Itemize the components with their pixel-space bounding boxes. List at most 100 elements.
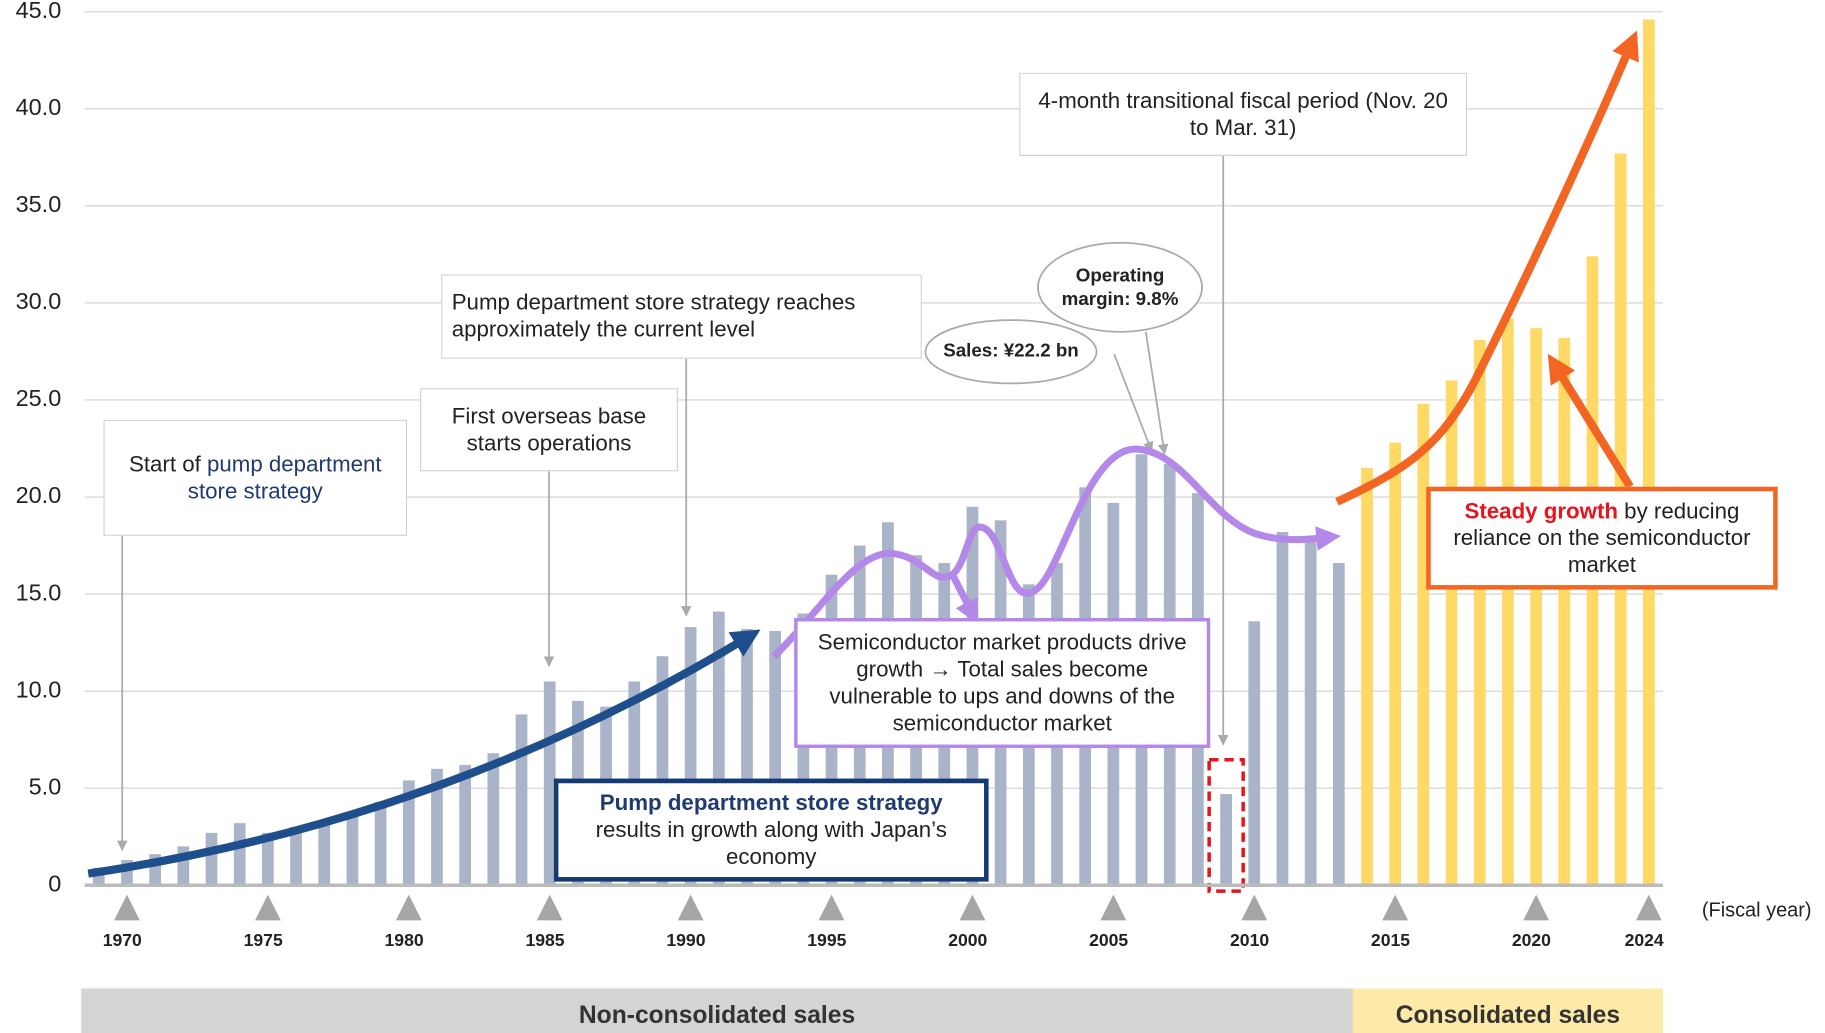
bar	[233, 823, 246, 886]
annotation-run: Pump department store strategy reaches a…	[451, 290, 862, 343]
bar	[1248, 621, 1261, 886]
annotation-box: Semiconductor market products drive grow…	[794, 617, 1211, 749]
x-tick-marker	[114, 894, 140, 921]
bar	[712, 611, 725, 886]
annotation-run: Start of	[128, 452, 207, 477]
y-tick-label: 25.0	[16, 385, 62, 411]
bar	[1361, 467, 1373, 886]
annotation: Operating margin: 9.8%	[1038, 260, 1202, 316]
annotation-box: Start of pump department store strategy	[103, 419, 408, 536]
annotation-text: 4-month transitional fiscal period (Nov.…	[1030, 87, 1457, 141]
bar	[177, 846, 190, 886]
bar	[1276, 531, 1289, 886]
x-tick-label: 2010	[1230, 930, 1269, 950]
y-tick-label: 0	[48, 870, 61, 896]
bar	[1417, 403, 1430, 886]
annotation-run: Semiconductor market products drive grow…	[817, 630, 1193, 736]
bar	[121, 860, 133, 886]
bar	[769, 630, 782, 886]
annotation-box: Operating margin: 9.8%	[1038, 260, 1202, 316]
annotation: First overseas base starts operations	[420, 388, 678, 472]
bar	[1502, 318, 1514, 886]
annotation-text: Sales: ¥22.2 bn	[943, 340, 1079, 363]
bar	[346, 815, 359, 886]
annotation-text: Operating margin: 9.8%	[1043, 265, 1198, 312]
bar	[205, 832, 218, 886]
annotation: Semiconductor market products drive grow…	[794, 617, 1211, 749]
annotation-box: Sales: ¥22.2 bn	[925, 331, 1096, 373]
annotation: 4-month transitional fiscal period (Nov.…	[1019, 72, 1468, 156]
annotation-run: by reducing reliance on the semiconducto…	[1453, 498, 1757, 578]
bar	[1558, 337, 1571, 886]
x-tick-marker	[254, 894, 281, 921]
annotation-text: Start of pump department store strategy	[114, 451, 397, 505]
bar	[656, 656, 669, 886]
bar	[684, 627, 697, 886]
annotation-box: Steady growth by reducing reliance on th…	[1426, 486, 1778, 590]
annotation: Pump department store strategy results i…	[553, 778, 989, 882]
x-tick-label: 1990	[666, 930, 705, 950]
annotation-run: First overseas base starts operations	[451, 403, 653, 456]
highlight-box	[1207, 758, 1245, 893]
x-tick-marker	[677, 894, 704, 921]
annotations: Start of pump department store strategy F…	[103, 72, 1778, 882]
annotation-text: Semiconductor market products drive grow…	[807, 629, 1197, 737]
y-tick-label: 20.0	[16, 482, 62, 508]
bar	[1304, 539, 1317, 886]
x-tick-label: 1995	[807, 930, 846, 950]
annotation-run: pump department store strategy	[187, 452, 388, 504]
x-tick-label: 1975	[244, 930, 283, 950]
annotation-text: Steady growth by reducing reliance on th…	[1440, 498, 1764, 579]
bar	[1445, 380, 1458, 886]
y-tick-label: 45.0	[16, 0, 62, 23]
bar	[459, 764, 472, 886]
x-tick-marker	[1241, 894, 1268, 921]
annotation-text: Pump department store strategy reaches a…	[452, 290, 912, 344]
trend-arrow	[771, 445, 1341, 660]
y-tick-label: 15.0	[16, 579, 62, 605]
x-tick-label: 1980	[385, 930, 424, 950]
annotation-text: Pump department store strategy results i…	[568, 790, 975, 871]
x-tick-marker	[1100, 894, 1127, 921]
annotation-box: 4-month transitional fiscal period (Nov.…	[1019, 72, 1468, 156]
annotation-box: First overseas base starts operations	[420, 388, 678, 472]
x-axis-label: (Fiscal year)	[1702, 899, 1812, 921]
bar	[149, 854, 162, 886]
bar	[1473, 339, 1486, 886]
y-tick-label: 5.0	[29, 773, 62, 799]
bar	[431, 768, 443, 886]
annotation-run: Sales: ¥22.2 bn	[943, 341, 1079, 362]
annotation-run: Steady growth	[1464, 498, 1618, 524]
annotation: Steady growth by reducing reliance on th…	[1426, 486, 1778, 590]
x-tick-label: 2020	[1512, 930, 1551, 950]
annotation: Pump department store strategy reaches a…	[441, 274, 922, 359]
series-band	[81, 988, 1353, 1033]
callout-ellipse	[1037, 241, 1203, 333]
callout-arrow	[1547, 353, 1634, 489]
x-tick-marker	[395, 894, 422, 921]
bar	[1332, 563, 1345, 886]
y-tick-label: 40.0	[16, 94, 62, 120]
x-tick-marker	[1635, 894, 1662, 921]
annotation-run: 4-month transitional fiscal period (Nov.…	[1038, 88, 1455, 141]
bar	[290, 827, 302, 886]
bar	[262, 832, 274, 886]
x-tick-label: 2024	[1625, 930, 1664, 950]
y-tick-label: 30.0	[16, 288, 62, 314]
annotation: Start of pump department store strategy	[103, 419, 408, 536]
bar	[543, 681, 556, 886]
annotation-run: results in growth along with Japan’s eco…	[595, 790, 954, 870]
x-tick-marker	[1523, 894, 1549, 921]
annotation-run: Pump department store strategy	[599, 790, 943, 816]
bar	[318, 821, 331, 886]
trend-arrow	[949, 572, 978, 625]
bar	[1389, 442, 1402, 886]
annotation-run: Operating margin: 9.8%	[1061, 266, 1179, 310]
series-label: Consolidated sales	[1396, 1002, 1620, 1029]
trend-arrow	[1335, 30, 1639, 506]
x-tick-marker	[818, 894, 845, 921]
y-tick-label: 35.0	[16, 191, 62, 217]
x-tick-marker	[1382, 894, 1409, 921]
